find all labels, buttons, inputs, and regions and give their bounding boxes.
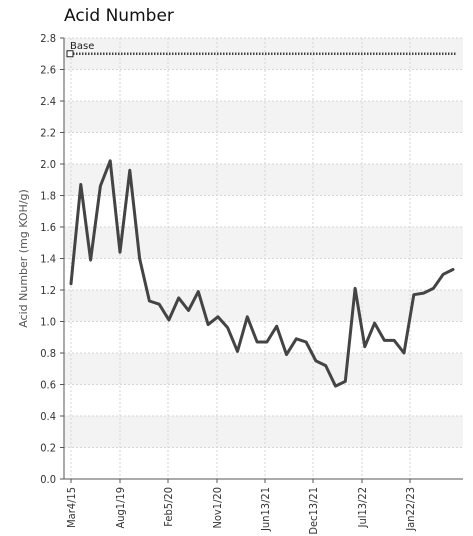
x-tick-label: Jun13/21 <box>259 487 272 532</box>
y-tick-label: 2.6 <box>40 64 56 77</box>
y-tick-label: 2.0 <box>40 158 56 171</box>
y-axis-ticks: 0.0 0.2 0.4 0.6 0.8 1.0 1.2 1.4 1.6 1.8 2.0 2.2 2.4 2… <box>40 32 64 486</box>
chart-title: Acid Number <box>64 6 174 26</box>
plot-band <box>64 227 463 259</box>
y-tick-label: 0.2 <box>40 442 56 455</box>
y-tick-label: 2.4 <box>40 95 56 108</box>
y-tick-label: 1.8 <box>40 190 56 203</box>
plot-background-bands <box>64 38 463 448</box>
base-series-marker <box>66 50 74 58</box>
y-tick-label: 1.6 <box>40 221 56 234</box>
y-tick-label: 0.4 <box>40 410 56 423</box>
legend-label-base: Base <box>70 41 94 52</box>
y-tick-label: 0.6 <box>40 379 56 392</box>
y-tick-label: 0.0 <box>40 473 56 486</box>
y-tick-label: 1.2 <box>40 284 56 297</box>
x-axis-ticks: Mar4/15 Aug1/19 Feb5/20 Nov1/20 Jun13/21 Dec1… <box>65 479 417 535</box>
gridlines <box>64 37 463 480</box>
x-tick-label: Nov1/20 <box>211 487 224 529</box>
x-tick-label: Mar4/15 <box>65 487 78 528</box>
plot-band <box>64 101 463 133</box>
acid-number-series-line <box>69 159 455 388</box>
series-layer <box>66 50 456 388</box>
x-tick-label: Jul13/22 <box>356 487 369 528</box>
plot-band <box>64 353 463 385</box>
plot-band <box>64 290 463 322</box>
x-tick-label: Jan22/23 <box>404 487 417 532</box>
y-tick-label: 1.4 <box>40 253 56 266</box>
x-tick-label: Feb5/20 <box>162 487 175 527</box>
y-tick-label: 1.0 <box>40 316 56 329</box>
x-tick-label: Dec13/21 <box>307 487 320 535</box>
y-axis-title: Acid Number (mg KOH/g) <box>17 189 30 328</box>
legend: Base <box>70 41 94 52</box>
y-tick-label: 0.8 <box>40 347 56 360</box>
y-tick-label: 2.8 <box>40 32 56 45</box>
y-tick-label: 2.2 <box>40 127 56 140</box>
plot-band <box>64 164 463 196</box>
x-tick-label: Aug1/19 <box>114 487 127 529</box>
plot-band <box>64 416 463 448</box>
